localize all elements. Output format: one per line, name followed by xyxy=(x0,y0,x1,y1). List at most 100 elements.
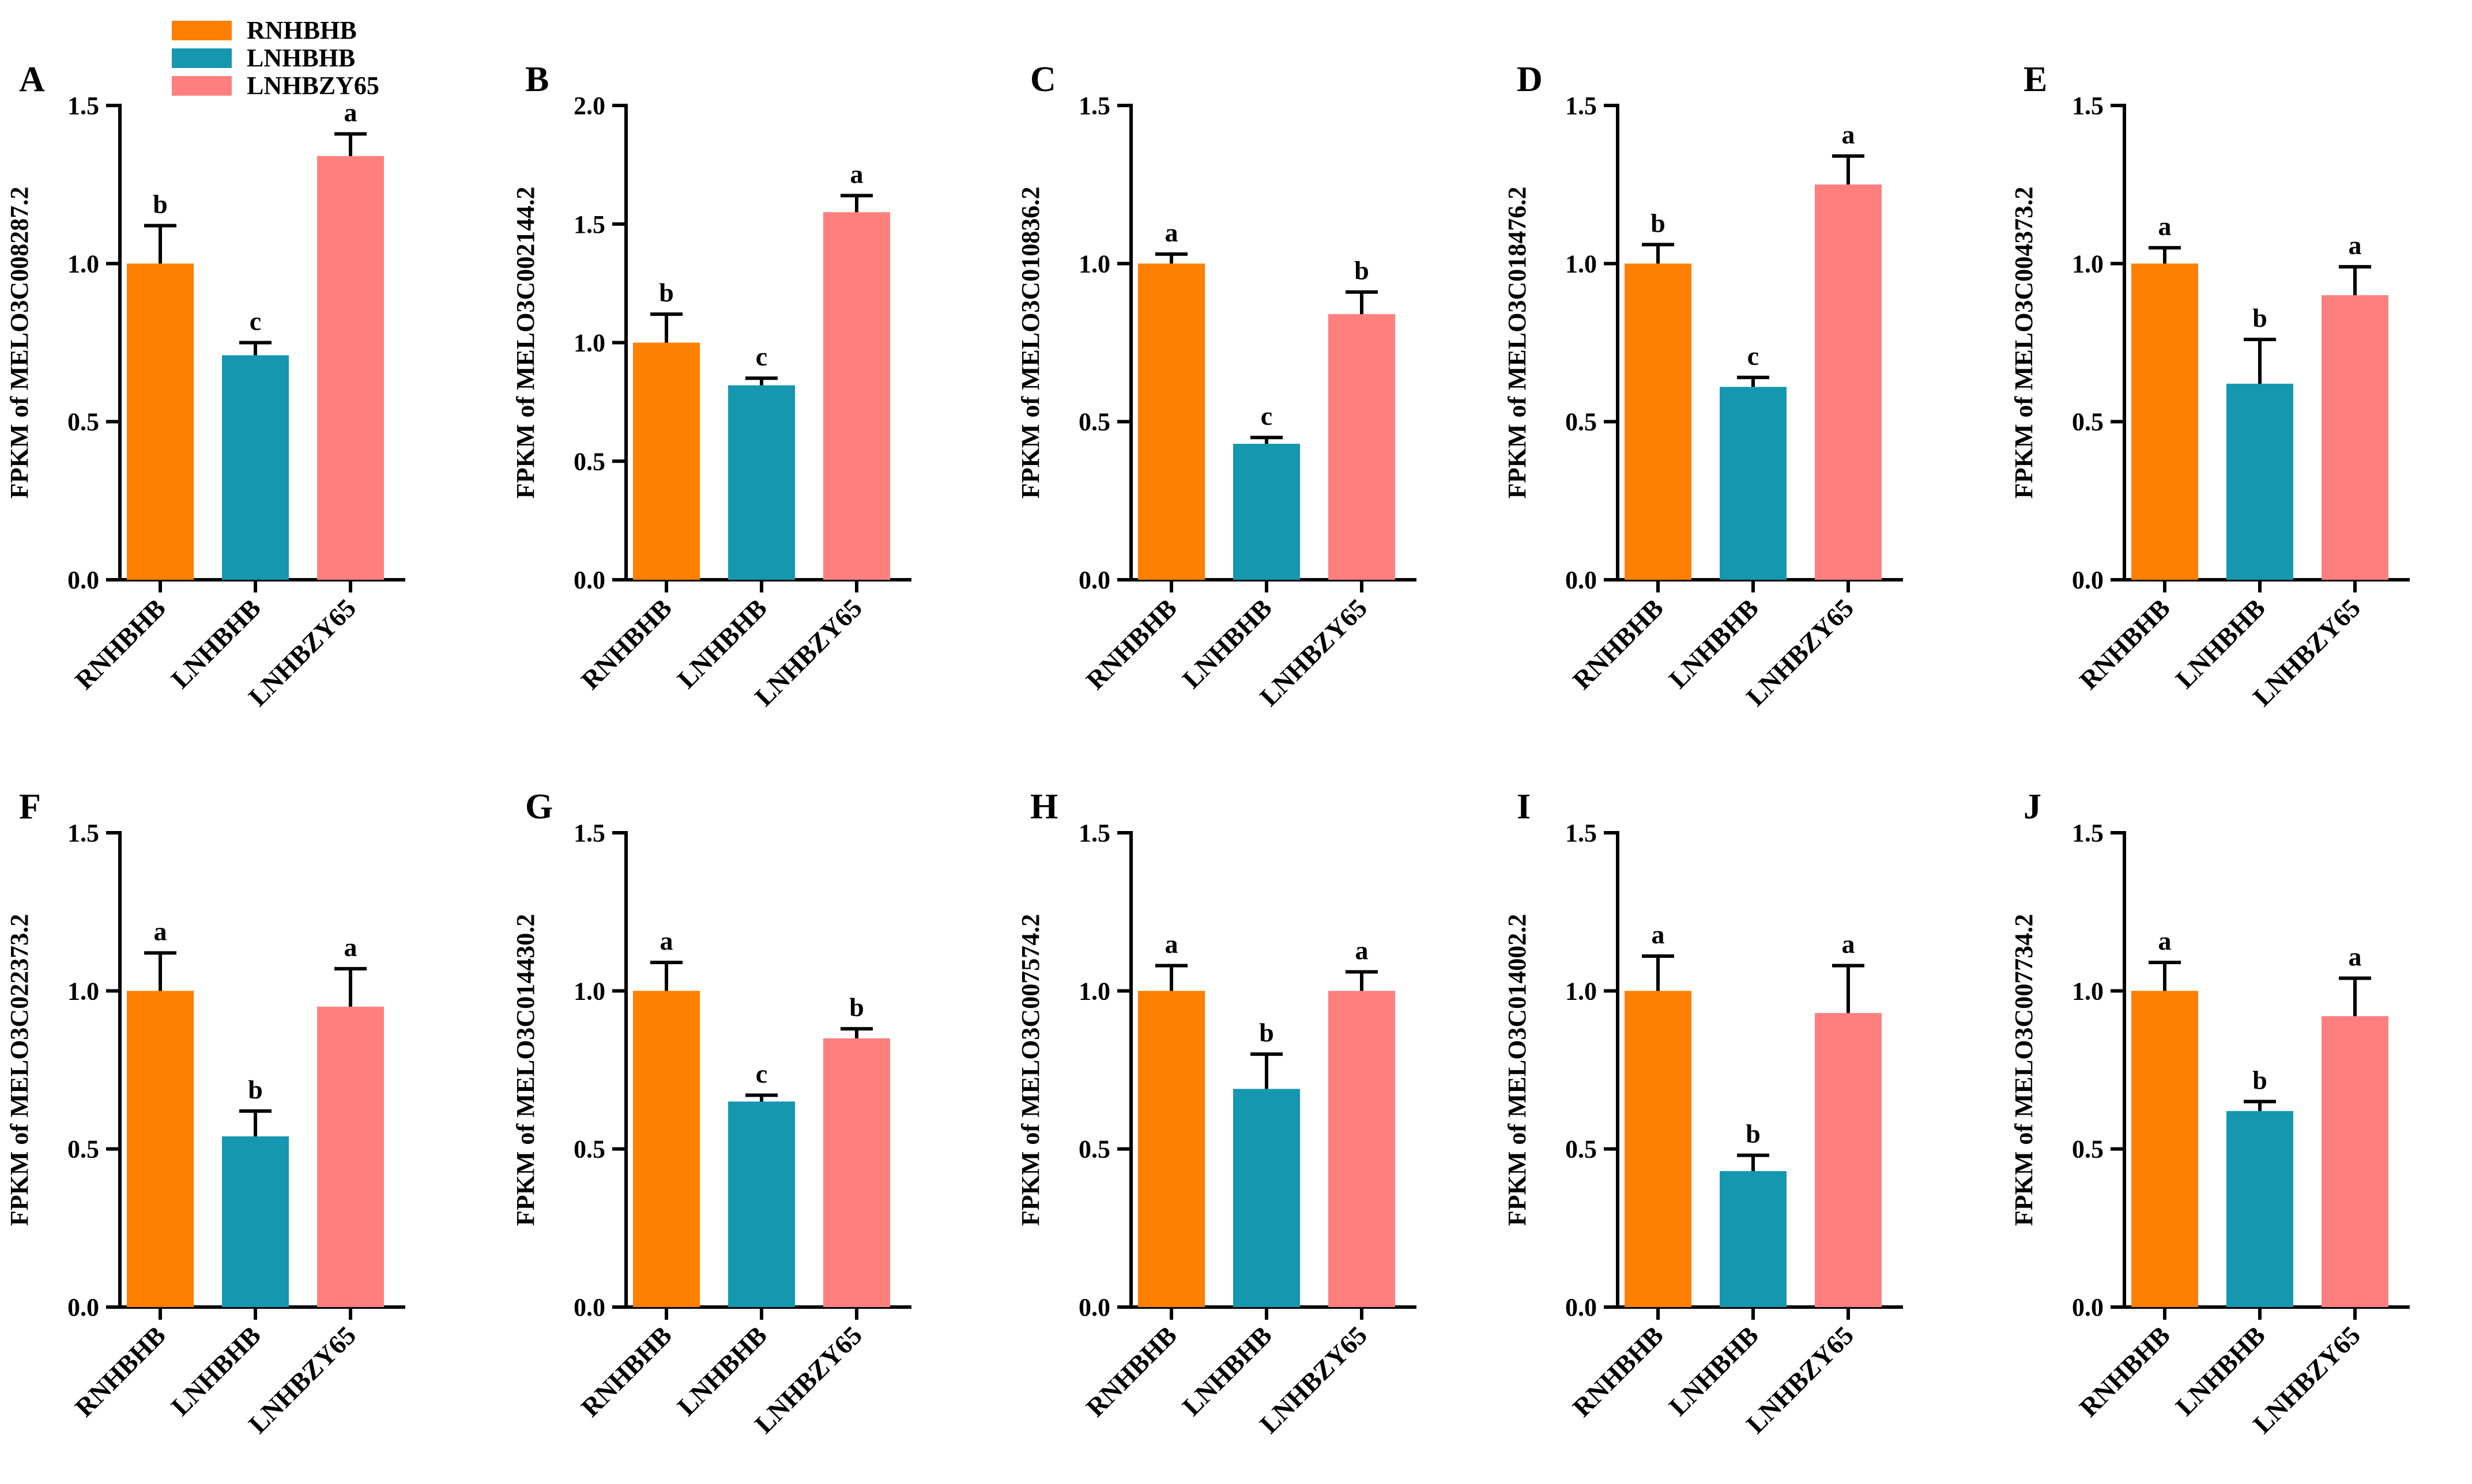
y-tick-label: 1.5 xyxy=(2072,92,2104,120)
bar-rnhbhb xyxy=(633,991,700,1307)
x-tick-label: RNHBHB xyxy=(1080,593,1182,695)
bar-lnhbhb xyxy=(728,1101,795,1307)
x-tick-label: RNHBHB xyxy=(2074,593,2176,695)
significance-letter: a xyxy=(1355,935,1369,965)
bar-lnhbhb xyxy=(1720,1171,1787,1307)
panel-letter: E xyxy=(2023,60,2047,99)
bar-lnhbzy65 xyxy=(317,156,384,580)
panel-a: A 0.0 0.5 1.0 1.5 FPKM of MELO3C008287.2 b RNHB… xyxy=(5,60,405,712)
significance-letter: b xyxy=(2252,303,2267,333)
bar-lnhbzy65 xyxy=(2322,295,2388,580)
significance-letter: a xyxy=(1165,929,1178,958)
significance-letter: b xyxy=(2252,1065,2267,1094)
y-axis-title: FPKM of MELO3C002144.2 xyxy=(511,187,540,499)
significance-letter: c xyxy=(250,307,261,336)
x-tick-label: LNHBHB xyxy=(165,593,266,694)
y-axis-title: FPKM of MELO3C007734.2 xyxy=(2010,914,2038,1226)
significance-letter: a xyxy=(2349,942,2362,971)
panel-f: F 0.0 0.5 1.0 1.5 FPKM of MELO3C022373.2 a RNHB… xyxy=(5,787,405,1439)
bar-lnhbzy65 xyxy=(1328,314,1395,580)
x-tick-label: LNHBHB xyxy=(672,1320,772,1421)
significance-letter: c xyxy=(1747,341,1759,371)
panel-letter: D xyxy=(1517,60,1543,99)
y-tick-label: 0.0 xyxy=(67,1293,99,1321)
y-tick-label: 1.0 xyxy=(67,250,99,278)
y-tick-label: 0.0 xyxy=(2072,1293,2104,1321)
y-tick-label: 0.5 xyxy=(2072,1135,2104,1164)
significance-letter: a xyxy=(2158,926,2172,956)
x-tick-label: LNHBHB xyxy=(2170,1320,2271,1421)
x-tick-label: LNHBHB xyxy=(2170,593,2271,694)
y-tick-label: 1.5 xyxy=(574,819,605,847)
y-tick-label: 1.5 xyxy=(574,210,605,239)
x-tick-label: RNHBHB xyxy=(69,1320,171,1422)
significance-letter: b xyxy=(1650,208,1665,237)
significance-letter: b xyxy=(659,278,674,307)
bar-rnhbhb xyxy=(1138,263,1205,580)
bar-lnhbhb xyxy=(1233,1089,1300,1307)
y-tick-label: 1.5 xyxy=(1565,92,1597,120)
y-tick-label: 1.0 xyxy=(1079,250,1110,278)
bar-lnhbhb xyxy=(2226,383,2293,580)
bar-lnhbhb xyxy=(222,1136,289,1307)
panel-d: D 0.0 0.5 1.0 1.5 FPKM of MELO3C018476.2 b RNHB… xyxy=(1503,60,1903,712)
y-tick-label: 0.0 xyxy=(574,1293,605,1321)
bar-rnhbhb xyxy=(1625,263,1691,580)
panel-c: C 0.0 0.5 1.0 1.5 FPKM of MELO3C010836.2 a RNHB… xyxy=(1016,60,1416,712)
bar-rnhbhb xyxy=(127,263,194,580)
y-axis-title: FPKM of MELO3C014430.2 xyxy=(511,914,540,1226)
y-tick-label: 0.5 xyxy=(67,408,99,436)
y-tick-label: 1.0 xyxy=(67,977,99,1005)
y-tick-label: 0.5 xyxy=(1079,408,1110,436)
y-axis-title: FPKM of MELO3C010836.2 xyxy=(1016,187,1045,499)
y-tick-label: 0.0 xyxy=(1565,566,1597,594)
y-tick-label: 1.5 xyxy=(1079,819,1110,847)
significance-letter: a xyxy=(344,932,357,962)
significance-letter: a xyxy=(2158,212,2172,241)
y-tick-label: 2.0 xyxy=(574,92,605,120)
x-tick-label: LNHBHB xyxy=(1177,593,1278,694)
y-tick-label: 1.0 xyxy=(574,977,605,1005)
y-tick-label: 0.5 xyxy=(1079,1135,1110,1164)
y-tick-label: 0.0 xyxy=(1079,566,1110,594)
bar-lnhbzy65 xyxy=(823,1038,890,1307)
x-tick-label: RNHBHB xyxy=(2074,1320,2176,1422)
significance-letter: b xyxy=(153,189,168,218)
bar-lnhbhb xyxy=(1720,387,1787,580)
y-tick-label: 1.0 xyxy=(1565,250,1597,278)
bar-rnhbhb xyxy=(1138,991,1205,1307)
y-tick-label: 1.0 xyxy=(1079,977,1110,1005)
significance-letter: b xyxy=(1746,1119,1761,1149)
significance-letter: c xyxy=(756,1059,767,1088)
bar-lnhbhb xyxy=(222,355,289,580)
panel-letter: G xyxy=(525,787,553,826)
significance-letter: b xyxy=(1354,256,1369,285)
y-tick-label: 0.5 xyxy=(574,1135,605,1164)
y-tick-label: 0.0 xyxy=(67,566,99,594)
bar-lnhbzy65 xyxy=(1815,1013,1882,1307)
significance-letter: c xyxy=(1261,401,1272,431)
y-axis-title: FPKM of MELO3C014002.2 xyxy=(1503,914,1531,1226)
y-tick-label: 1.5 xyxy=(1565,819,1597,847)
panel-e: E 0.0 0.5 1.0 1.5 FPKM of MELO3C004373.2 a RNHB… xyxy=(2010,60,2410,712)
y-tick-label: 0.0 xyxy=(1079,1293,1110,1321)
legend-label-lnhbzy65: LNHBZY65 xyxy=(247,71,379,100)
y-tick-label: 1.5 xyxy=(67,92,99,120)
significance-letter: a xyxy=(1842,929,1855,958)
bar-rnhbhb xyxy=(127,991,194,1307)
x-tick-label: RNHBHB xyxy=(69,593,171,695)
significance-letter: b xyxy=(248,1075,263,1104)
bar-lnhbzy65 xyxy=(317,1006,384,1307)
x-tick-label: LNHBHB xyxy=(1663,1320,1764,1421)
panel-letter: J xyxy=(2023,787,2041,826)
panel-b: B 0.0 0.5 1.0 1.5 2.0 FPKM of MELO3C002144.2 b R… xyxy=(511,60,911,712)
legend-swatch-lnhbzy65 xyxy=(172,76,232,96)
bar-lnhbhb xyxy=(728,385,795,580)
bar-lnhbzy65 xyxy=(1815,184,1882,580)
bar-lnhbhb xyxy=(1233,444,1300,580)
x-tick-label: LNHBHB xyxy=(165,1320,266,1421)
x-tick-label: LNHBHB xyxy=(1177,1320,1278,1421)
x-tick-label: RNHBHB xyxy=(1567,593,1669,695)
significance-letter: b xyxy=(849,992,864,1022)
